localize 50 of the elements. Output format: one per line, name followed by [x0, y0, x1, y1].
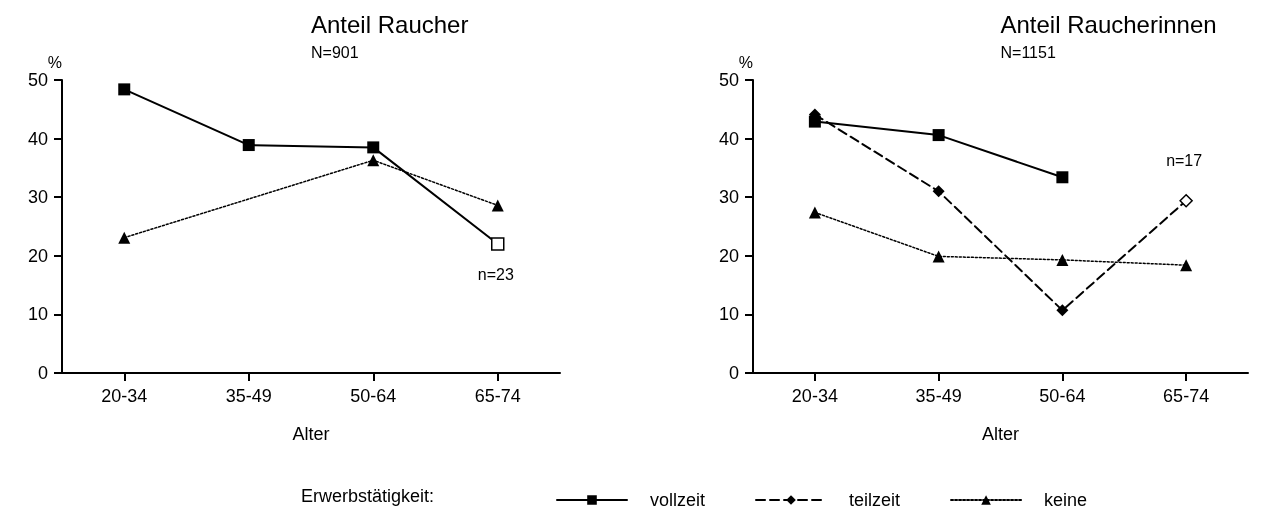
y-axis-title: %	[47, 53, 62, 71]
point	[118, 83, 131, 96]
point	[1056, 253, 1069, 266]
point	[932, 250, 945, 263]
legend-label: teilzeit	[849, 490, 901, 510]
x-tick-label: 35-49	[225, 386, 272, 406]
y-tick-label: 20	[27, 245, 48, 266]
x-tick-label: 50-64	[350, 386, 397, 406]
point	[932, 185, 945, 198]
y-tick-label: 10	[27, 304, 48, 325]
point	[1179, 193, 1193, 208]
legend-title: Erwerbstätigkeit:	[301, 486, 435, 506]
x-axis-title: Alter	[981, 424, 1020, 444]
point	[1056, 171, 1069, 184]
x-tick-label: 35-49	[915, 386, 962, 406]
x-axis-title: Alter	[292, 424, 330, 444]
x-tick-label: 20-34	[101, 386, 148, 406]
point	[367, 154, 380, 167]
y-tick-label: 50	[718, 70, 739, 90]
y-tick-label: 0	[728, 363, 739, 383]
point	[242, 139, 255, 152]
y-tick-label: 10	[718, 304, 739, 325]
y-tick-label: 0	[37, 363, 48, 383]
y-tick-label: 30	[718, 187, 739, 208]
annotation: n=17	[1166, 152, 1203, 170]
point	[491, 237, 505, 251]
chart-subtitle: N=901	[311, 43, 359, 61]
legend-label: keine	[1044, 490, 1088, 510]
x-tick-label: 50-64	[1039, 386, 1086, 406]
y-tick-label: 40	[718, 128, 739, 149]
y-tick-label: 20	[718, 245, 739, 266]
point	[118, 231, 131, 244]
point	[1180, 259, 1193, 272]
annotation: n=23	[477, 265, 514, 283]
point	[491, 199, 504, 212]
point	[932, 129, 945, 142]
point	[367, 141, 380, 154]
y-axis-title: %	[738, 53, 753, 71]
chart-title: Anteil Raucherinnen	[1000, 10, 1217, 38]
x-tick-label: 65-74	[474, 386, 521, 406]
chart-title: Anteil Raucher	[311, 10, 469, 38]
y-tick-label: 50	[27, 70, 48, 90]
y-tick-label: 30	[27, 187, 48, 208]
chart-subtitle: N=1151	[1000, 43, 1056, 61]
x-tick-label: 20-34	[791, 386, 838, 406]
y-tick-label: 40	[27, 128, 48, 149]
point	[808, 206, 821, 219]
point	[1056, 304, 1069, 317]
x-tick-label: 65-74	[1163, 386, 1210, 406]
legend-label: vollzeit	[650, 490, 706, 510]
